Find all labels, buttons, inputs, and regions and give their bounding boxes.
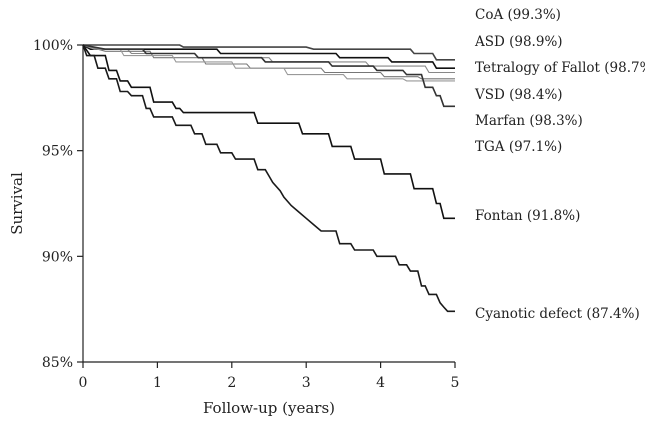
- series-label: Marfan (98.3%): [475, 113, 583, 129]
- y-tick-label: 85%: [42, 355, 73, 371]
- y-tick-label: 90%: [42, 249, 73, 265]
- series-line: [82, 44, 455, 220]
- series-label: Cyanotic defect (87.4%): [475, 306, 640, 322]
- series-label: Tetralogy of Fallot (98.7%): [475, 60, 645, 76]
- series-label: CoA (99.3%): [475, 7, 561, 23]
- series-label: Fontan (91.8%): [475, 208, 580, 224]
- axes: [82, 45, 455, 363]
- series-label: ASD (98.9%): [474, 34, 563, 50]
- series-label: TGA (97.1%): [475, 139, 562, 155]
- x-tick-label: 1: [153, 375, 162, 391]
- series-line: [82, 44, 455, 69]
- series-line: [83, 44, 455, 61]
- series-line: [82, 44, 455, 313]
- series-line: [82, 44, 455, 108]
- x-tick-label: 0: [79, 375, 88, 391]
- x-ticks: 0 1 2 3 4 5: [79, 362, 460, 391]
- y-ticks: 85% 90% 95% 100%: [33, 38, 83, 371]
- series-line: [82, 44, 455, 82]
- series-labels: CoA (99.3%) ASD (98.9%) Tetralogy of Fallo…: [474, 7, 645, 322]
- x-tick-label: 4: [376, 375, 385, 391]
- y-tick-label: 100%: [33, 38, 73, 54]
- x-tick-label: 5: [451, 375, 460, 391]
- x-axis-label: Follow-up (years): [203, 399, 335, 417]
- series-label: VSD (98.4%): [474, 87, 563, 103]
- x-tick-label: 2: [227, 375, 236, 391]
- y-axis-label: Survival: [8, 172, 26, 235]
- x-tick-label: 3: [302, 375, 311, 391]
- series-lines: [82, 44, 455, 313]
- y-tick-label: 95%: [42, 144, 73, 160]
